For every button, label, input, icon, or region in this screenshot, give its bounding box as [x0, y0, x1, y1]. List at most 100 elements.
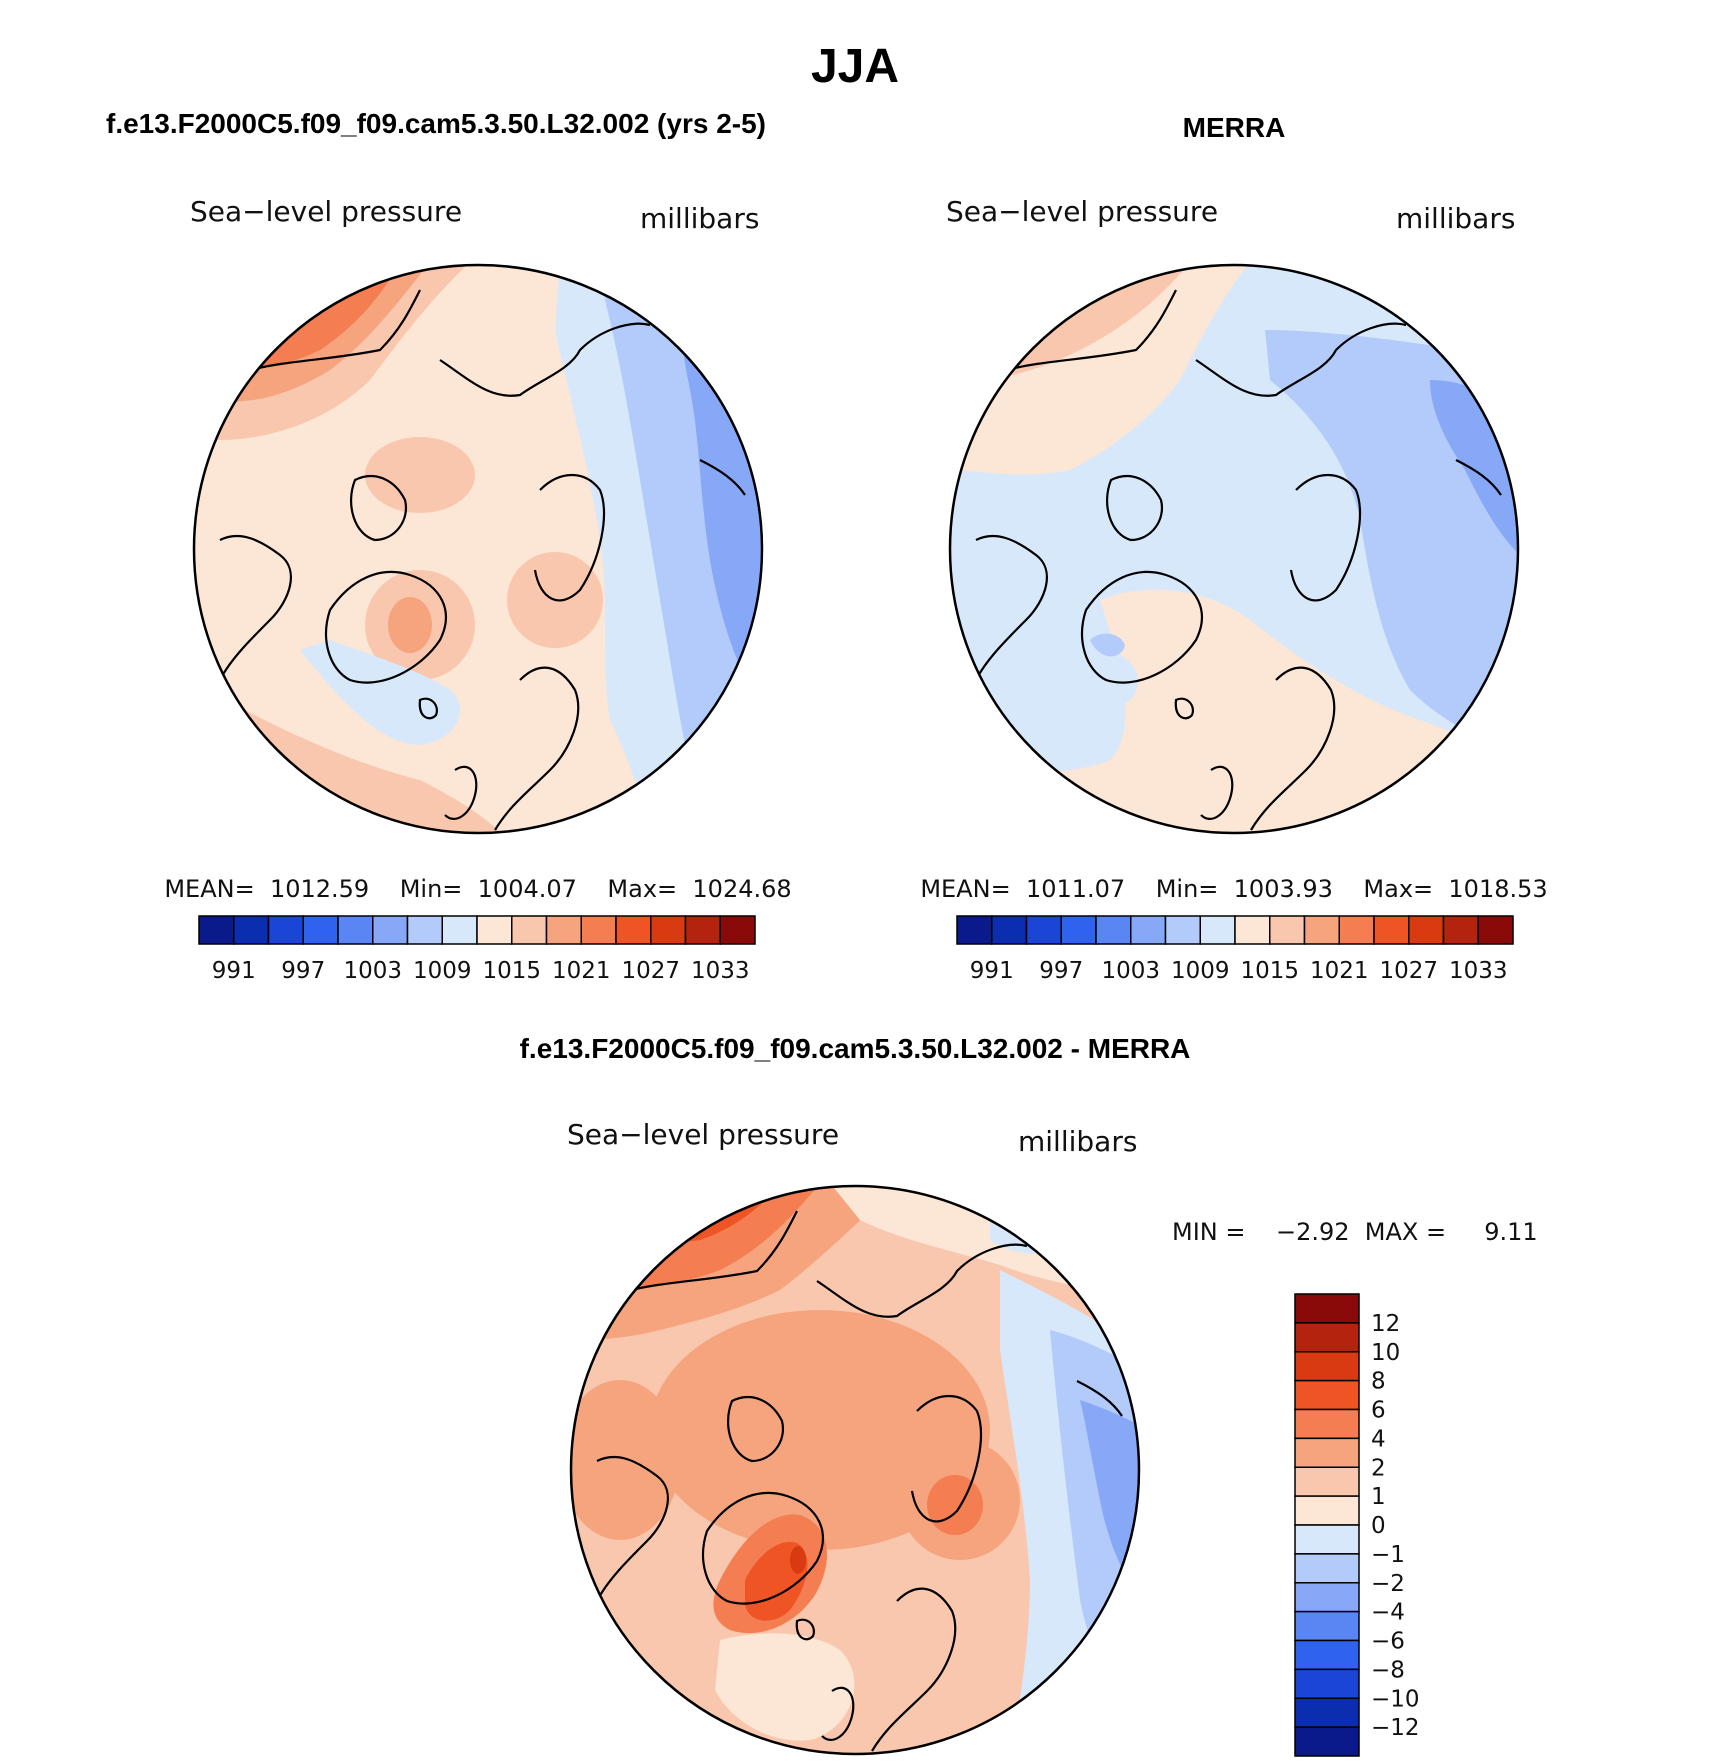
colorbar-tick-label: 1027 — [621, 958, 680, 984]
colorbar-swatch — [1338, 915, 1375, 945]
colorbar-tick-label: 997 — [281, 958, 325, 984]
colorbar-swatch — [684, 915, 721, 945]
colorbar-tick-label: 2 — [1371, 1455, 1386, 1481]
colorbar-tick-label: 1015 — [1240, 958, 1299, 984]
colorbar-swatch — [441, 915, 478, 945]
stats-label: MIN = −2.92 MAX = 9.11 — [1172, 1218, 1538, 1246]
colorbar-swatch — [406, 915, 443, 945]
colorbar-tick-label: 997 — [1039, 958, 1083, 984]
map-boundary — [948, 263, 1520, 835]
colorbar-swatch — [1442, 915, 1479, 945]
coastlines — [975, 289, 1502, 831]
variable-label: Sea−level pressure — [946, 195, 1218, 228]
colorbar-swatch — [1294, 1668, 1360, 1699]
colorbar-tick-label: 1033 — [1449, 958, 1508, 984]
contour-region — [790, 1546, 806, 1574]
colorbar-tick-label: −12 — [1371, 1715, 1420, 1741]
colorbar-tick-label: 1021 — [552, 958, 611, 984]
colorbar-swatch — [1234, 915, 1271, 945]
colorbar-tick-label: −4 — [1371, 1600, 1405, 1626]
units-label: millibars — [640, 202, 759, 235]
colorbar-tick-label: 1003 — [343, 958, 402, 984]
colorbar-tick-label: 1009 — [1171, 958, 1230, 984]
colorbar-tick-label: 10 — [1371, 1340, 1400, 1366]
colorbar-swatch — [476, 915, 513, 945]
colorbar-tick-label: 6 — [1371, 1398, 1386, 1424]
colorbar-swatch — [233, 915, 270, 945]
coastlines — [596, 1210, 1123, 1752]
contour-region — [950, 589, 1518, 833]
stats-label: MEAN= 1012.59 Min= 1004.07 Max= 1024.68 — [164, 875, 791, 903]
colorbar-swatch — [615, 915, 652, 945]
colorbar-tick-label: 1021 — [1310, 958, 1369, 984]
contour-region — [715, 1633, 855, 1741]
colorbar-tick-label: 1015 — [482, 958, 541, 984]
colorbar-swatch — [267, 915, 304, 945]
colorbar-tick-label: 991 — [212, 958, 256, 984]
colorbar-swatch — [1294, 1293, 1360, 1324]
colorbar-tick-label: 1 — [1371, 1484, 1386, 1510]
polar-map — [950, 265, 1518, 833]
colorbar-tick-label: 1033 — [691, 958, 750, 984]
colorbar-swatch — [1199, 915, 1236, 945]
colorbar-tick-label: −6 — [1371, 1629, 1405, 1655]
colorbar-swatch — [372, 915, 409, 945]
colorbar-swatch — [1294, 1610, 1360, 1642]
colorbar-tick-label: 12 — [1371, 1311, 1400, 1337]
contour-region — [571, 1380, 680, 1540]
colorbar-swatch — [337, 915, 374, 945]
stats-label: MEAN= 1011.07 Min= 1003.93 Max= 1018.53 — [920, 875, 1547, 903]
colorbar-tick-label: 1027 — [1379, 958, 1438, 984]
colorbar-swatch — [1294, 1697, 1360, 1728]
contour-region — [1000, 650, 1139, 715]
colorbar-swatch — [1294, 1437, 1360, 1468]
colorbar-swatch — [1294, 1408, 1360, 1440]
colorbar-tick-label: −1 — [1371, 1542, 1405, 1568]
contour-region — [1090, 633, 1125, 657]
coastlines — [219, 289, 746, 831]
figure-title: JJA — [811, 40, 899, 93]
colorbar-swatch — [1408, 915, 1445, 945]
panel-title: f.e13.F2000C5.f09_f09.cam5.3.50.L32.002 … — [106, 108, 766, 139]
colorbar-swatch — [1294, 1726, 1360, 1757]
colorbar-swatch — [1164, 915, 1201, 945]
colorbar-swatch — [1303, 915, 1340, 945]
colorbar-swatch — [956, 915, 993, 945]
colorbar-swatch — [1130, 915, 1167, 945]
colorbar-tick-label: 991 — [970, 958, 1014, 984]
polar-map — [571, 1186, 1139, 1754]
colorbar-swatch — [1294, 1495, 1360, 1526]
colorbar-swatch — [545, 915, 582, 945]
colorbar-swatch — [302, 915, 339, 945]
colorbar-swatch — [1294, 1322, 1360, 1353]
colorbar-swatch — [1294, 1351, 1360, 1382]
colorbar-tick-label: −8 — [1371, 1657, 1405, 1683]
variable-label: Sea−level pressure — [190, 195, 462, 228]
colorbar-swatch — [1294, 1639, 1360, 1671]
colorbar: 991 997 1003 1009 1015 1021 1027 1033 — [198, 915, 756, 984]
colorbar-swatch — [991, 915, 1028, 945]
colorbar-swatch — [198, 915, 235, 945]
colorbar-tick-label: 1003 — [1101, 958, 1160, 984]
panel-model: f.e13.F2000C5.f09_f09.cam5.3.50.L32.002 … — [106, 108, 792, 984]
colorbar-tick-label: 1009 — [413, 958, 472, 984]
contour-region — [927, 1475, 983, 1535]
contour-region — [300, 640, 460, 745]
colorbar-swatch — [580, 915, 617, 945]
colorbar-swatch — [1095, 915, 1132, 945]
contour-region — [388, 597, 432, 653]
colorbar-tick-label: −2 — [1371, 1571, 1405, 1597]
colorbar-swatch — [1294, 1553, 1360, 1584]
colorbar-tick-label: 0 — [1371, 1513, 1386, 1539]
colorbar-swatch — [650, 915, 687, 945]
colorbar-swatch — [1294, 1582, 1360, 1613]
colorbar-swatch — [1269, 915, 1306, 945]
colorbar-swatch — [1294, 1466, 1360, 1497]
units-label: millibars — [1018, 1125, 1137, 1158]
colorbar-swatch — [719, 915, 756, 945]
colorbar-swatch — [1294, 1379, 1360, 1411]
colorbar-swatch — [1025, 915, 1062, 945]
colorbar-swatch — [1294, 1524, 1360, 1555]
